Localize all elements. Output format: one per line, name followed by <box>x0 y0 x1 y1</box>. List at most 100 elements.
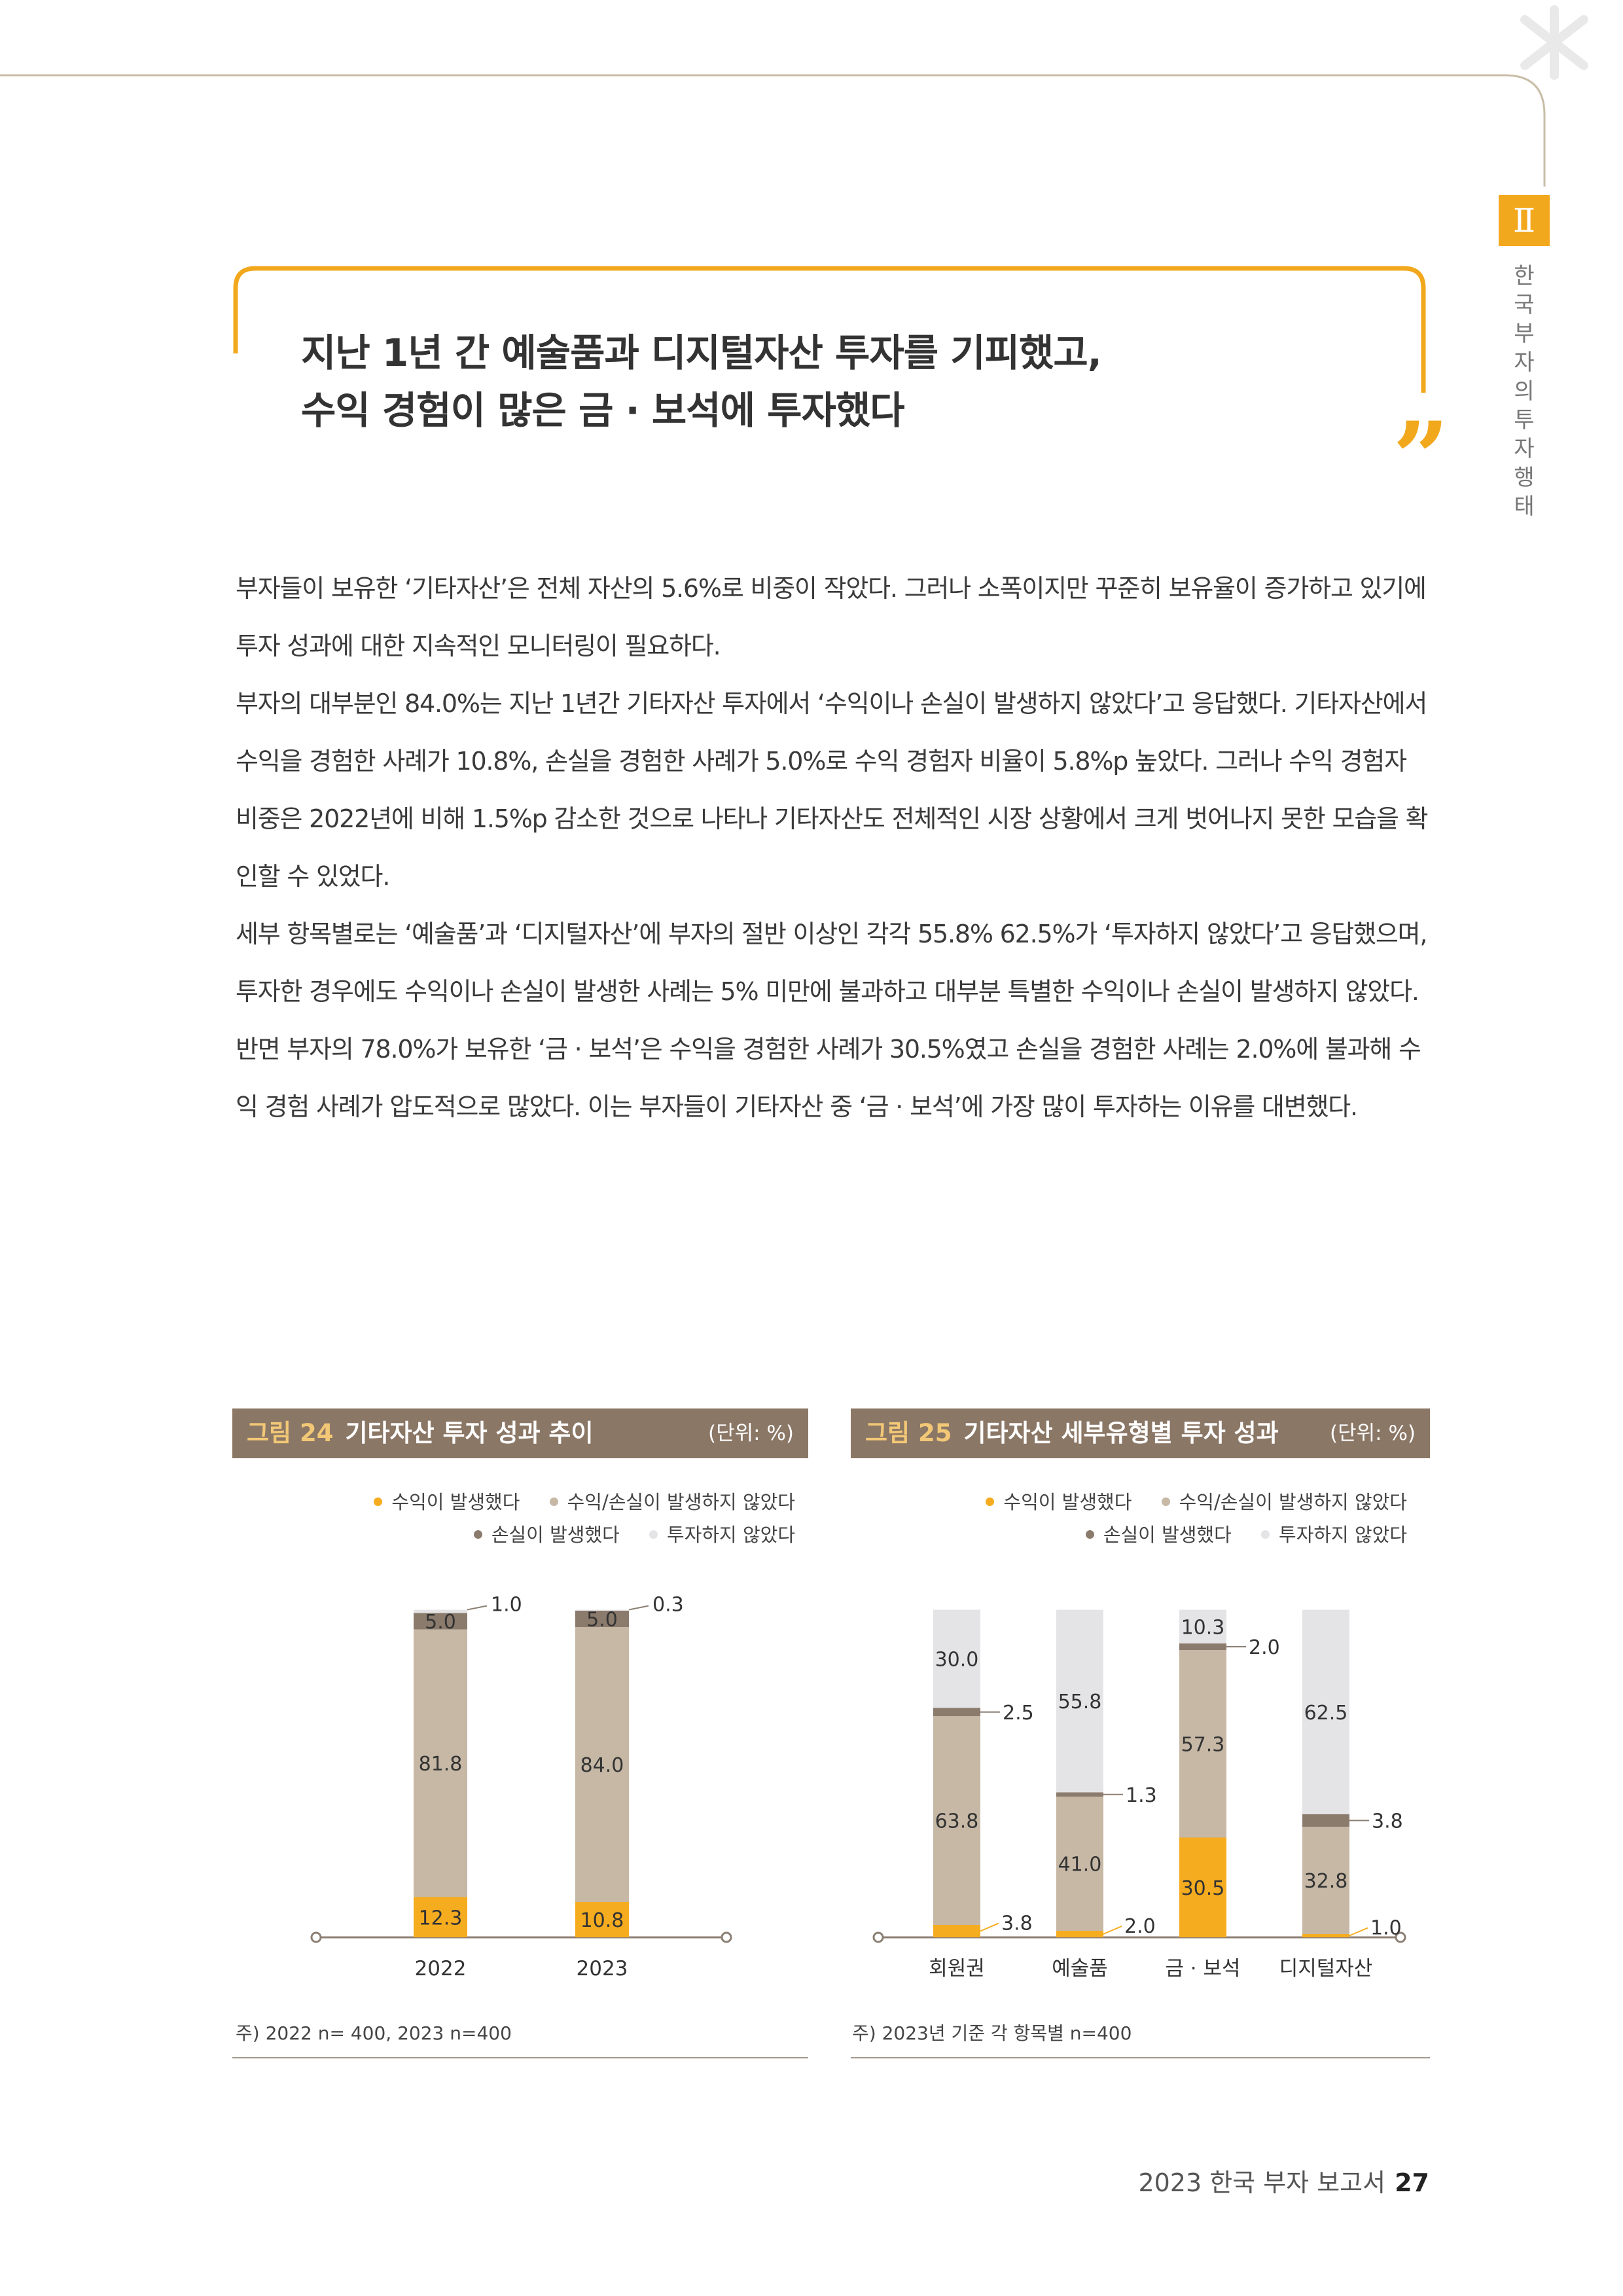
data-label: 30.0 <box>935 1649 979 1672</box>
bar-segment <box>1302 1934 1349 1937</box>
report-title: 2023 한국 부자 보고서 <box>1138 2168 1386 2197</box>
data-label: 0.3 <box>652 1594 684 1617</box>
side-title-char: 국 <box>1514 292 1535 318</box>
bar-segment <box>575 1902 629 1937</box>
leader-line <box>1103 1926 1122 1935</box>
bar-segment <box>1179 1643 1226 1650</box>
body-paragraph-4: 반면 부자의 78.0%가 보유한 ‘금 · 보석’은 수익을 경험한 사례가 … <box>236 1035 1421 1121</box>
legend-neutral: 수익/손실이 발생하지 않았다 <box>567 1491 795 1513</box>
bar-segment <box>1179 1650 1226 1838</box>
figure-24-header: 그림 24 기타자산 투자 성과 추이 (단위: %) <box>232 1408 808 1458</box>
data-label: 12.3 <box>419 1907 463 1929</box>
quote-mark-icon: ” <box>1393 401 1450 516</box>
page-number: 27 <box>1395 2168 1429 2197</box>
side-title-char: 한 <box>1514 263 1535 289</box>
legend-none: 투자하지 않았다 <box>1279 1524 1407 1546</box>
bar-segment <box>1179 1837 1226 1937</box>
axis-start-dot <box>310 1931 322 1943</box>
none-dot-icon <box>1261 1530 1270 1539</box>
category-label: 디지털자산 <box>1279 1957 1373 1981</box>
bar-segment <box>1302 1814 1349 1827</box>
bar-segment <box>933 1925 980 1937</box>
bar-segment <box>933 1716 980 1925</box>
bar-segment <box>575 1611 629 1627</box>
data-label: 10.8 <box>580 1909 624 1932</box>
data-label: 3.8 <box>1001 1912 1033 1935</box>
headline-line-1: 지난 1년 간 예술품과 디지털자산 투자를 기피했고, <box>301 331 1102 375</box>
figure-24-label: 그림 24 <box>247 1419 334 1447</box>
axis-end-dot <box>1395 1931 1406 1943</box>
body-paragraph-2: 부자의 대부분인 84.0%는 지난 1년간 기타자산 투자에서 ‘수익이나 손… <box>236 689 1429 891</box>
legend-loss: 손실이 발생했다 <box>1103 1524 1232 1546</box>
category-label: 회원권 <box>929 1957 985 1981</box>
page-footer: 2023 한국 부자 보고서 27 <box>1138 2162 1429 2198</box>
data-label: 3.8 <box>1372 1810 1403 1833</box>
loss-dot-icon <box>473 1530 482 1539</box>
chapter-badge: Ⅱ <box>1499 195 1550 246</box>
bar-segment <box>1056 1792 1103 1797</box>
data-label: 2.0 <box>1249 1636 1280 1659</box>
bar-segment <box>414 1613 467 1630</box>
data-label: 5.0 <box>425 1611 456 1634</box>
figure-25-label: 그림 25 <box>865 1419 952 1447</box>
data-label: 62.5 <box>1304 1702 1348 1725</box>
bar-segment <box>575 1609 629 1611</box>
figure-25-bottom-rule <box>851 2057 1430 2058</box>
data-label: 1.3 <box>1126 1784 1157 1807</box>
data-label: 5.0 <box>586 1609 618 1632</box>
axis-start-dot <box>872 1931 884 1943</box>
figure-25-header: 그림 25 기타자산 세부유형별 투자 성과 (단위: %) <box>851 1408 1430 1458</box>
data-label: 2.0 <box>1124 1915 1156 1938</box>
data-label: 41.0 <box>1058 1854 1102 1876</box>
category-label: 2023 <box>577 1957 628 1981</box>
leader-line <box>467 1605 488 1611</box>
category-label: 2022 <box>415 1957 467 1981</box>
body-paragraph-3: 세부 항목별로는 ‘예술품’과 ‘디지털자산’에 부자의 절반 이상인 각각 5… <box>236 920 1428 1006</box>
legend-profit: 수익이 발생했다 <box>391 1491 520 1513</box>
star-logo-icon <box>1520 5 1588 80</box>
bar-segment <box>933 1609 980 1708</box>
figure-25-legend-row-2: 손실이 발생했다 투자하지 않았다 <box>1062 1520 1407 1547</box>
figure-24-legend-row-1: 수익이 발생했다 수익/손실이 발생하지 않았다 <box>350 1487 795 1515</box>
figure-25-note: 주) 2023년 기준 각 항목별 n=400 <box>852 2022 1132 2044</box>
bar-segment <box>575 1627 629 1902</box>
loss-dot-icon <box>1085 1530 1094 1539</box>
profit-dot-icon <box>374 1497 383 1506</box>
side-title-char: 자 <box>1514 436 1535 462</box>
bar-segment <box>933 1708 980 1716</box>
legend-loss: 손실이 발생했다 <box>491 1524 620 1546</box>
figure-25-unit: (단위: %) <box>1330 1422 1416 1445</box>
body-paragraph-1: 부자들이 보유한 ‘기타자산’은 전체 자산의 5.6%로 비중이 작았다. 그… <box>236 574 1427 660</box>
bar-segment <box>1302 1609 1349 1814</box>
side-title-char: 의 <box>1514 378 1535 404</box>
axis-end-dot <box>721 1931 732 1943</box>
data-label: 32.8 <box>1304 1870 1348 1893</box>
bar-segment <box>1302 1827 1349 1934</box>
data-label: 30.5 <box>1181 1877 1225 1900</box>
leader-line <box>980 1922 999 1932</box>
data-label: 10.3 <box>1181 1616 1225 1639</box>
side-title-char: 투 <box>1514 407 1535 433</box>
side-title-char: 자 <box>1514 350 1535 376</box>
side-title-char: 태 <box>1514 493 1535 520</box>
bar-segment <box>1056 1797 1103 1931</box>
profit-dot-icon <box>986 1497 995 1506</box>
bar-segment <box>414 1609 467 1613</box>
figure-25-chart: 3.8 63.8 2.5 30.0 회원권 2.0 41.0 1.3 55.8 예술품 30.5 57… <box>872 1609 1406 1981</box>
legend-neutral: 수익/손실이 발생하지 않았다 <box>1179 1491 1407 1513</box>
figure-24-chart: 12.3 81.8 5.0 1.0 2022 10.8 84.0 5.0 0.3 2023 <box>310 1594 732 1981</box>
legend-none: 투자하지 않았다 <box>667 1524 795 1546</box>
data-label: 2.5 <box>1003 1702 1034 1725</box>
side-title-char: 부 <box>1514 321 1535 347</box>
side-title-char: 행 <box>1514 465 1535 491</box>
bar-segment <box>414 1629 467 1897</box>
body-text: 부자들이 보유한 ‘기타자산’은 전체 자산의 5.6%로 비중이 작았다. 그… <box>236 560 1430 1136</box>
legend-profit: 수익이 발생했다 <box>1003 1491 1132 1513</box>
neutral-dot-icon <box>1161 1497 1170 1506</box>
figure-25-legend-row-1: 수익이 발생했다 수익/손실이 발생하지 않았다 <box>962 1487 1407 1515</box>
data-label: 81.8 <box>419 1753 463 1776</box>
figure-24-bottom-rule <box>232 2057 808 2058</box>
figure-24-title: 기타자산 투자 성과 추이 <box>345 1419 594 1447</box>
